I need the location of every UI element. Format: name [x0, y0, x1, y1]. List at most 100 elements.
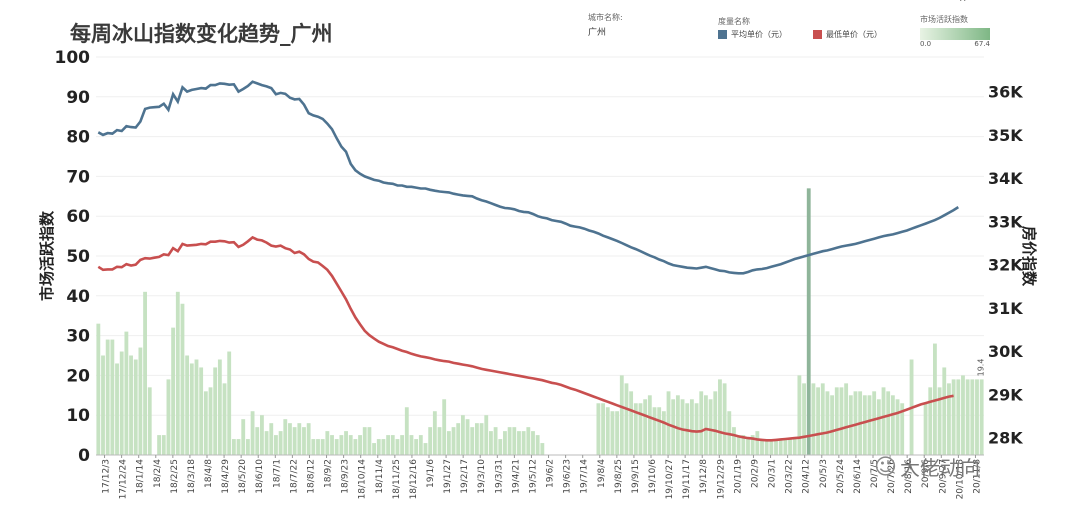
activity-bar [792, 439, 797, 455]
activity-bar [302, 427, 306, 455]
x-tick-label: 18/9/23 [341, 459, 351, 494]
watermark-text: 大佬动向 [900, 456, 980, 480]
activity-bar [171, 327, 176, 455]
activity-bar [259, 415, 264, 455]
activity-bar [325, 431, 330, 455]
activity-bar [456, 423, 461, 455]
activity-gradient [920, 28, 990, 40]
activity-bar [484, 415, 489, 455]
activity-bar [942, 367, 947, 455]
activity-bar [647, 395, 652, 455]
x-tick-label: 18/1/14 [136, 459, 146, 494]
activity-bar [217, 359, 222, 455]
activity-bar [601, 403, 606, 455]
activity-bar [404, 407, 409, 455]
activity-bar [493, 427, 498, 455]
min-end-label: 28,968 [948, 0, 980, 3]
activity-bar [750, 435, 755, 455]
left-tick-label: 50 [66, 247, 90, 267]
activity-bar [708, 399, 713, 455]
activity-bar [853, 391, 858, 455]
legend-item-min[interactable]: 最低单价（元） [813, 29, 882, 40]
activity-bar [895, 399, 900, 455]
x-tick-label: 19/10/27 [665, 459, 675, 499]
activity-bar [231, 439, 236, 455]
activity-bar [694, 403, 699, 455]
activity-bar [115, 363, 119, 455]
activity-bar [367, 427, 372, 455]
x-tick-label: 20/5/24 [836, 459, 846, 494]
activity-bar [638, 403, 643, 455]
activity-bar [395, 439, 400, 455]
activity-bar [615, 411, 620, 455]
activity-bar [199, 367, 204, 455]
activity-bar [330, 435, 334, 455]
activity-bar [619, 375, 624, 455]
activity-bar [825, 391, 830, 455]
activity-bar [979, 379, 984, 455]
x-tick-label: 19/8/4 [597, 459, 607, 488]
activity-bar [161, 435, 166, 455]
activity-bar [166, 379, 171, 455]
left-tick-label: 10 [66, 406, 90, 426]
activity-bar [124, 331, 129, 455]
activity-bar [320, 439, 325, 455]
legend-item-avg[interactable]: 平均单价（元） [718, 29, 787, 40]
city-legend-value[interactable]: 广州 [588, 28, 607, 38]
activity-bar [844, 383, 849, 455]
activity-bar [746, 439, 750, 455]
x-tick-label: 19/12/29 [716, 459, 726, 500]
x-tick-label: 18/11/25 [392, 459, 402, 499]
activity-bar [157, 435, 162, 455]
activity-bar [811, 383, 816, 455]
x-tick-label: 18/4/29 [221, 459, 231, 494]
activity-bar [292, 427, 297, 455]
activity-bar [316, 439, 320, 455]
x-tick-label: 20/3/22 [785, 459, 795, 494]
activity-bar [227, 351, 232, 455]
activity-bar [741, 435, 746, 455]
activity-bar [110, 339, 115, 455]
activity-bar [928, 387, 933, 455]
activity-bar [297, 423, 302, 455]
activity-bar [250, 411, 255, 455]
activity-bar [526, 427, 531, 455]
city-legend: 城市名称: 广州 [588, 12, 623, 38]
left-tick-label: 60 [66, 207, 90, 227]
x-tick-label: 20/5/3 [819, 459, 829, 488]
activity-bar [442, 399, 447, 455]
x-tick-label: 20/11/8 [973, 459, 983, 494]
x-tick-label: 19/6/2 [546, 459, 556, 488]
activity-bar [881, 387, 886, 455]
activity-bar [498, 439, 503, 455]
right-tick-label: 30K [988, 342, 1023, 361]
activity-bar [203, 391, 208, 455]
activity-bar [311, 439, 316, 455]
x-tick-label: 19/4/21 [511, 459, 521, 494]
x-tick-label: 19/9/15 [631, 459, 641, 494]
x-tick-label: 18/9/2 [324, 459, 334, 488]
x-tick-label: 19/3/31 [494, 459, 504, 494]
x-tick-label: 20/10/18 [955, 459, 965, 500]
x-tick-label: 20/7/26 [887, 459, 897, 494]
x-tick-label: 19/7/14 [580, 459, 590, 494]
x-tick-label: 20/9/6 [921, 459, 931, 488]
x-tick-label: 17/12/24 [119, 459, 129, 500]
activity-bar [236, 439, 241, 455]
activity-bar [517, 431, 521, 455]
activity-bar [344, 431, 348, 455]
right-tick-label: 31K [988, 299, 1023, 318]
activity-bar [222, 383, 227, 455]
city-legend-label: 城市名称: [588, 13, 623, 22]
activity-bar [937, 387, 942, 455]
left-tick-label: 90 [66, 88, 90, 108]
x-tick-label: 19/2/17 [460, 459, 470, 494]
x-tick-label: 18/7/22 [289, 459, 299, 494]
activity-bar [890, 395, 895, 455]
min-swatch [813, 30, 822, 39]
activity-bar [872, 391, 877, 455]
activity-bar [105, 339, 110, 455]
activity-bar [652, 407, 657, 455]
activity-bar [797, 375, 802, 455]
